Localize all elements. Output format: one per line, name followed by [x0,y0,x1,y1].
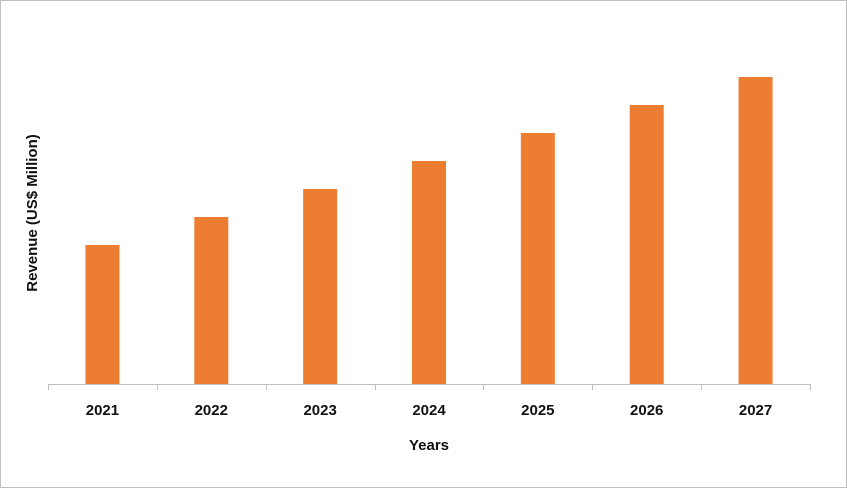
x-tick-label: 2025 [521,402,554,419]
x-tick-label: 2023 [303,402,336,419]
bar [194,217,229,384]
x-tick-label: 2027 [739,402,772,419]
bar [85,245,120,384]
x-tick-label: 2021 [86,402,119,419]
x-axis-label: Years [409,437,449,454]
y-axis-label: Revenue (US$ Million) [24,134,41,292]
x-tick-label: 2022 [195,402,228,419]
bar [738,77,773,384]
bar [412,161,446,384]
bar [303,189,338,384]
x-tick-label: 2026 [630,402,663,419]
x-tick-label: 2024 [412,402,446,419]
bar [520,133,555,384]
bar [629,105,664,384]
